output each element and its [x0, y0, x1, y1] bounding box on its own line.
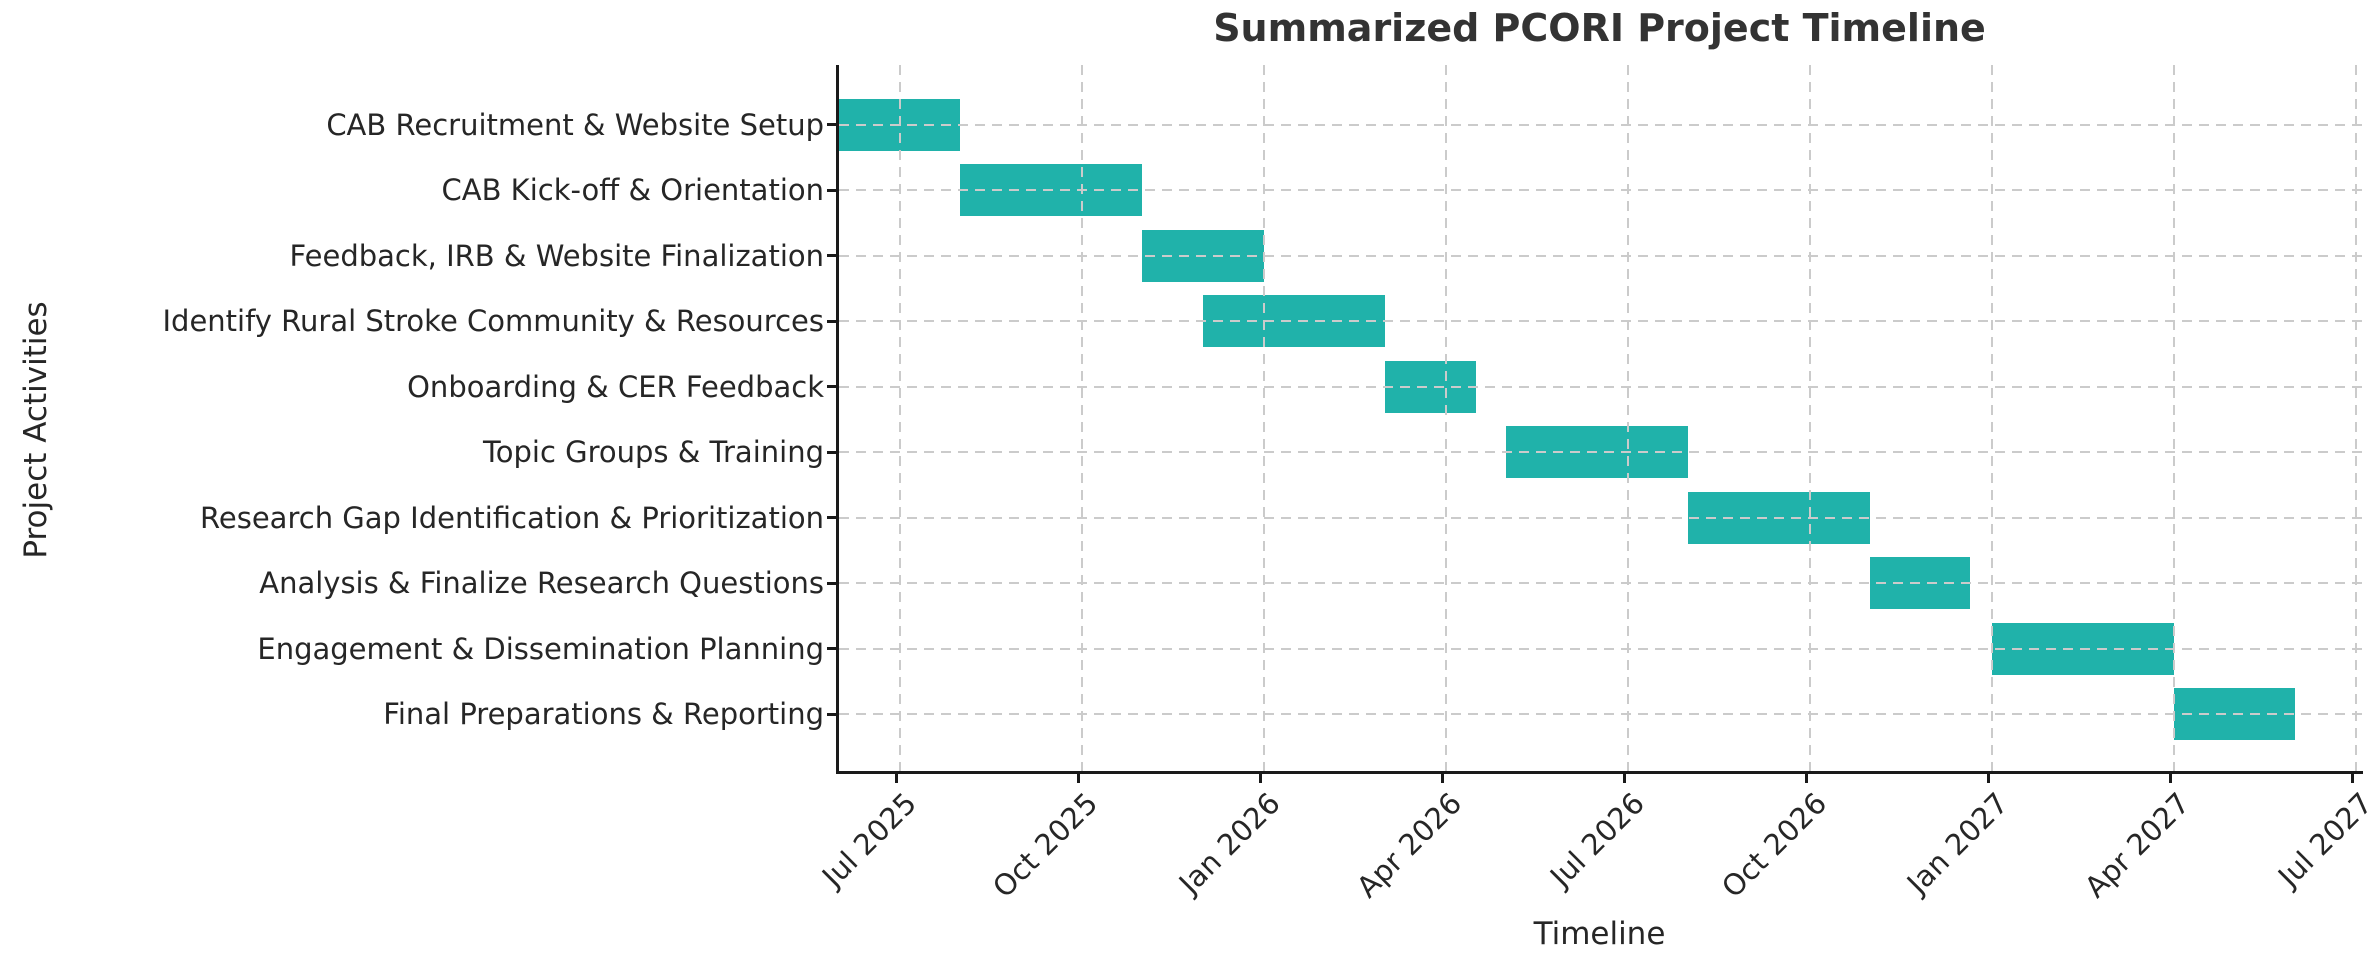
horizontal-gridline: [839, 320, 2363, 322]
y-tick-mark: [827, 581, 836, 585]
vertical-gridline: [1626, 65, 1629, 771]
vertical-gridline: [1080, 65, 1083, 771]
horizontal-gridline: [839, 647, 2363, 650]
y-tick-labels: CAB Recruitment & Website Setup CAB Kick-…: [0, 0, 824, 980]
vertical-gridline: [2354, 65, 2357, 771]
horizontal-gridline: [839, 385, 2363, 388]
y-tick-mark: [827, 123, 836, 126]
y-tick-label: CAB Recruitment & Website Setup: [326, 107, 824, 142]
y-tick-label: Topic Groups & Training: [482, 435, 824, 469]
y-tick-label: Analysis & Finalize Research Questions: [259, 566, 824, 600]
vertical-gridline: [898, 65, 901, 771]
y-tick-label: Feedback, IRB & Website Finalization: [289, 238, 824, 273]
y-tick-mark: [827, 450, 836, 454]
y-tick-mark: [827, 647, 836, 650]
x-tick-mark: [1805, 774, 1809, 783]
x-tick-label: Oct 2025: [986, 786, 1105, 905]
y-tick-mark: [827, 319, 836, 323]
y-tick-label: Research Gap Identification & Prioritiza…: [200, 500, 824, 535]
vertical-gridline: [1808, 65, 1811, 771]
y-tick-label: Onboarding & CER Feedback: [407, 369, 824, 404]
y-tick-label: Final Preparations & Reporting: [383, 697, 824, 731]
plot-area: [836, 65, 2363, 774]
x-tick-mark: [2169, 774, 2173, 783]
vertical-gridline: [2172, 65, 2175, 771]
y-tick-mark: [827, 712, 836, 716]
x-tick-mark: [1077, 774, 1081, 783]
x-tick-label: Jul 2027: [2271, 786, 2379, 894]
y-tick-label: CAB Kick-off & Orientation: [441, 173, 824, 207]
y-tick-label: Identify Rural Stroke Community & Resour…: [162, 304, 824, 338]
y-tick-mark: [827, 188, 836, 192]
x-tick-label: Jul 2025: [815, 786, 923, 894]
horizontal-gridline: [839, 123, 2363, 126]
x-tick-label: Jul 2026: [1543, 786, 1651, 894]
x-tick-label: Apr 2027: [2078, 786, 2197, 905]
x-tick-mark: [895, 774, 899, 783]
x-tick-label: Oct 2026: [1714, 786, 1833, 905]
y-tick-mark: [827, 254, 836, 257]
x-tick-label: Apr 2026: [1350, 786, 1469, 905]
horizontal-gridline: [839, 254, 2363, 257]
vertical-gridline: [1444, 65, 1447, 771]
x-tick-label: Jan 2026: [1172, 786, 1287, 901]
y-tick-mark: [827, 385, 836, 388]
horizontal-gridline: [839, 451, 2363, 453]
vertical-gridline: [1262, 65, 1265, 771]
x-tick-mark: [1623, 774, 1627, 783]
x-tick-label: Jan 2027: [1900, 786, 2015, 901]
horizontal-gridline: [839, 713, 2363, 715]
horizontal-gridline: [839, 582, 2363, 584]
x-tick-mark: [1987, 774, 1991, 783]
y-tick-label: Engagement & Dissemination Planning: [257, 631, 824, 666]
x-tick-mark: [2351, 774, 2355, 783]
chart-title: Summarized PCORI Project Timeline: [1213, 6, 1986, 50]
y-tick-mark: [827, 516, 836, 519]
x-axis-label: Timeline: [1533, 916, 1666, 952]
horizontal-gridline: [839, 516, 2363, 519]
x-tick-mark: [1441, 774, 1445, 783]
x-tick-mark: [1259, 774, 1263, 783]
vertical-gridline: [1990, 65, 1993, 771]
horizontal-gridline: [839, 189, 2363, 191]
